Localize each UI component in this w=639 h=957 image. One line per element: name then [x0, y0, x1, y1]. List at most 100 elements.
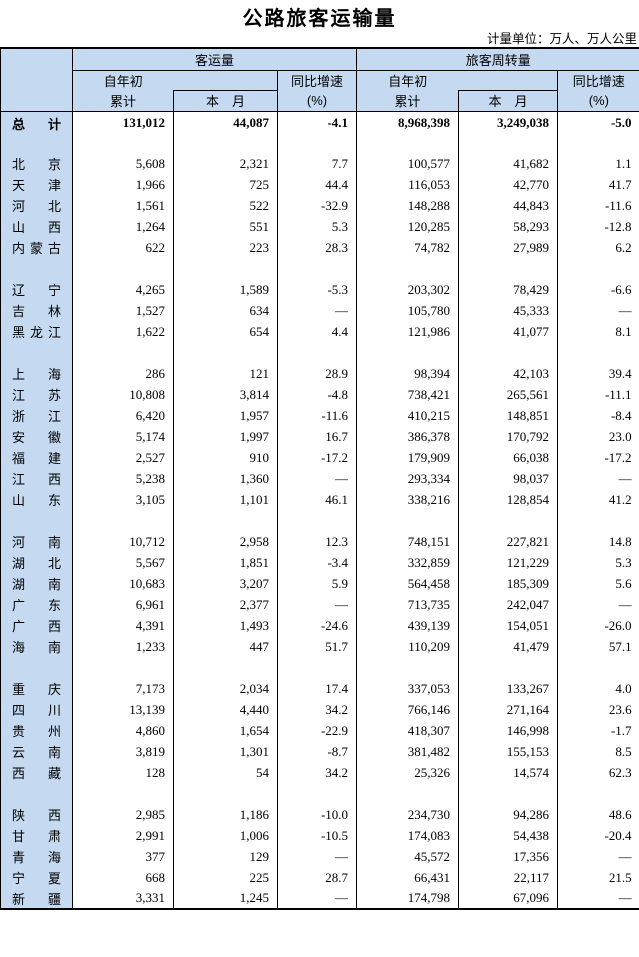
value-cell: 6,420 [72, 405, 174, 426]
province-cell [0, 783, 73, 804]
province-cell: 云南 [0, 741, 73, 762]
value-cell: 386,378 [356, 426, 459, 447]
value-cell: 8.5 [557, 741, 639, 762]
value-cell: -17.2 [276, 447, 357, 468]
value-cell: — [276, 300, 357, 321]
value-cell: 146,998 [458, 720, 558, 741]
value-cell: 3,814 [173, 384, 278, 405]
header-row-groups: 客运量 旅客周转量 [0, 48, 639, 112]
value-cell: 564,458 [356, 573, 459, 594]
value-cell: 170,792 [458, 426, 558, 447]
subheader-yoy-top: 同比增速 [557, 70, 639, 90]
value-cell: 5.6 [557, 573, 639, 594]
value-cell: 5,567 [72, 552, 174, 573]
unit-note: 计量单位：万人、万人公里 [486, 32, 637, 46]
value-cell [458, 510, 558, 531]
value-cell: 2,991 [72, 825, 174, 846]
value-cell: 41,479 [458, 636, 558, 657]
value-cell: 120,285 [356, 216, 459, 237]
province-label: 四川 [12, 703, 61, 718]
value-cell: 1,589 [173, 279, 278, 300]
value-cell: 100,577 [356, 153, 459, 174]
value-cell: 66,431 [356, 867, 459, 888]
value-cell: 66,038 [458, 447, 558, 468]
province-label: 安徽 [12, 430, 61, 445]
value-cell: — [276, 468, 357, 489]
value-cell: 10,808 [72, 384, 174, 405]
value-cell: 225 [173, 867, 278, 888]
value-cell: 410,215 [356, 405, 459, 426]
value-cell: -8.7 [276, 741, 357, 762]
value-cell: 155,153 [458, 741, 558, 762]
table-row: 广西 4,391 1,493 -24.6 439,139 154,051 -26.0 [0, 615, 639, 636]
page-title: 公路旅客运输量 [242, 8, 397, 30]
value-cell [72, 510, 174, 531]
value-cell: 41,682 [458, 153, 558, 174]
table-row: 北京 5,608 2,321 7.7 100,577 41,682 1.1 [0, 153, 639, 174]
value-cell [72, 657, 174, 678]
value-cell: 25,326 [356, 762, 459, 783]
value-cell: 7.7 [276, 153, 357, 174]
value-cell: 3,249,038 [458, 111, 558, 135]
value-cell: 54,438 [458, 825, 558, 846]
province-label: 总计 [12, 116, 61, 132]
value-cell: 57.1 [557, 636, 639, 657]
province-label: 河北 [12, 199, 61, 214]
value-cell: -20.4 [557, 825, 639, 846]
table-row: 甘肃 2,991 1,006 -10.5 174,083 54,438 -20.4 [0, 825, 639, 846]
value-cell: 910 [173, 447, 278, 468]
value-cell: — [557, 300, 639, 321]
value-cell [458, 657, 558, 678]
value-cell [557, 135, 639, 153]
value-cell: 3,207 [173, 573, 278, 594]
value-cell [356, 510, 459, 531]
value-cell: 223 [173, 237, 278, 258]
value-cell: 377 [72, 846, 174, 867]
value-cell: 551 [173, 216, 278, 237]
value-cell: -4.1 [276, 111, 357, 135]
transport-table: 客运量 旅客周转量 自年初 同比增速 自年初 同比增速 累计 本 月 (%) 累… [0, 47, 639, 910]
province-cell: 江西 [0, 468, 73, 489]
province-cell: 吉林 [0, 300, 73, 321]
group-header-passenger-volume: 客运量 [71, 48, 357, 71]
subheader-empty [173, 70, 278, 90]
value-cell: — [557, 846, 639, 867]
value-cell: — [557, 468, 639, 489]
province-label: 上海 [12, 367, 61, 382]
value-cell: 39.4 [557, 363, 639, 384]
table-row: 辽宁 4,265 1,589 -5.3 203,302 78,429 -6.6 [0, 279, 639, 300]
value-cell: 44,843 [458, 195, 558, 216]
table-row: 内蒙古 622 223 28.3 74,782 27,989 6.2 [0, 237, 639, 258]
spacer-row [0, 657, 639, 678]
value-cell: 48.6 [557, 804, 639, 825]
province-cell: 江苏 [0, 384, 73, 405]
value-cell: 28.3 [276, 237, 357, 258]
table-row: 四川 13,139 4,440 34.2 766,146 271,164 23.6 [0, 699, 639, 720]
value-cell: -6.6 [557, 279, 639, 300]
value-cell: 1,360 [173, 468, 278, 489]
value-cell [173, 135, 278, 153]
province-cell: 河南 [0, 531, 73, 552]
value-cell: -10.5 [276, 825, 357, 846]
value-cell: 98,394 [356, 363, 459, 384]
value-cell: 7,173 [72, 678, 174, 699]
value-cell: 1,493 [173, 615, 278, 636]
value-cell: -3.4 [276, 552, 357, 573]
value-cell [173, 657, 278, 678]
province-label: 福建 [12, 451, 61, 466]
corner-cell [0, 48, 73, 112]
value-cell: 668 [72, 867, 174, 888]
province-label: 湖南 [12, 577, 61, 592]
value-cell: 766,146 [356, 699, 459, 720]
province-label: 辽宁 [12, 283, 61, 298]
table-row: 重庆 7,173 2,034 17.4 337,053 133,267 4.0 [0, 678, 639, 699]
header-row-sub-bottom: 累计 本 月 (%) 累计 本 月 (%) [1, 89, 639, 112]
value-cell: 4,440 [173, 699, 278, 720]
table-row: 宁夏 668 225 28.7 66,431 22,117 21.5 [0, 867, 639, 888]
province-cell [0, 135, 73, 153]
value-cell: 8.1 [557, 321, 639, 342]
value-cell: 121,229 [458, 552, 558, 573]
spacer-row [0, 342, 639, 363]
province-cell: 河北 [0, 195, 73, 216]
